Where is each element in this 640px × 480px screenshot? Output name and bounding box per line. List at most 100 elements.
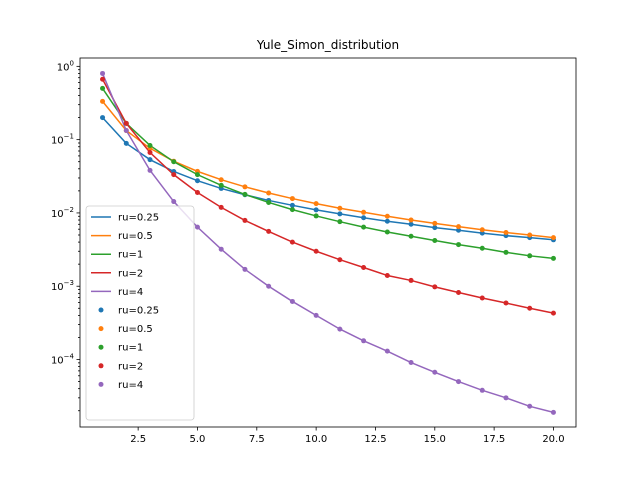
series-line-1: [101, 100, 554, 239]
data-point: [456, 290, 462, 296]
series-line-0: [101, 117, 554, 241]
data-point: [550, 235, 556, 241]
data-point: [289, 239, 295, 245]
x-tick-label: 5.0: [190, 434, 206, 445]
data-point: [361, 338, 367, 344]
data-point: [432, 225, 438, 231]
data-point: [171, 199, 177, 205]
data-point: [100, 85, 106, 91]
data-point: [384, 348, 390, 354]
data-point: [456, 379, 462, 385]
y-tick-label: 100: [57, 59, 74, 73]
legend-marker-swatch: [98, 344, 104, 350]
x-tick-label: 15.0: [424, 434, 446, 445]
data-point: [503, 249, 509, 255]
legend-marker-swatch: [98, 326, 104, 332]
data-point: [194, 172, 200, 178]
data-point: [218, 177, 224, 183]
data-point: [313, 201, 319, 207]
data-point: [242, 184, 248, 190]
data-point: [337, 257, 343, 263]
x-tick-label: 20.0: [542, 434, 564, 445]
data-point: [503, 230, 509, 236]
data-point: [408, 233, 414, 239]
legend-label: ru=0.25: [118, 213, 159, 224]
chart-title: Yule_Simon_distribution: [256, 38, 399, 52]
legend-label: ru=0.5: [118, 324, 153, 335]
data-point: [123, 127, 129, 133]
data-point: [289, 202, 295, 208]
data-point: [218, 204, 224, 210]
data-point: [432, 238, 438, 244]
data-point: [527, 232, 533, 238]
data-point: [337, 211, 343, 217]
legend-marker-swatch: [98, 363, 104, 369]
data-point: [313, 248, 319, 254]
series-line-3: [101, 78, 554, 314]
data-point: [432, 220, 438, 226]
data-point: [289, 196, 295, 202]
data-point: [503, 395, 509, 401]
data-point: [479, 227, 485, 233]
data-point: [432, 284, 438, 290]
data-point: [456, 242, 462, 248]
data-point: [123, 140, 129, 146]
data-point: [337, 219, 343, 225]
x-tick-label: 2.5: [130, 434, 146, 445]
data-point: [550, 310, 556, 316]
legend-box: [85, 205, 195, 421]
data-point: [408, 360, 414, 366]
legend-label: ru=2: [118, 268, 143, 279]
data-point: [100, 98, 106, 104]
legend: ru=0.25 ru=0.5 ru=1 ru=2 ru=4 ru=0.25 ru=0.5 ru…: [85, 205, 195, 421]
data-point: [550, 255, 556, 261]
data-point: [527, 403, 533, 409]
data-point: [527, 253, 533, 259]
data-point: [456, 224, 462, 230]
data-point: [100, 115, 106, 121]
data-point: [408, 277, 414, 283]
data-point: [361, 209, 367, 215]
data-point: [171, 159, 177, 165]
data-point: [456, 227, 462, 233]
data-point: [313, 213, 319, 219]
data-point: [266, 199, 272, 205]
legend-label: ru=1: [118, 250, 143, 261]
data-point: [266, 190, 272, 196]
data-point: [218, 182, 224, 188]
legend-marker-swatch: [98, 307, 104, 313]
y-tick-label: 10−1: [51, 133, 74, 147]
data-point: [408, 221, 414, 227]
data-point: [313, 207, 319, 213]
legend-label: ru=1: [118, 343, 143, 354]
legend-marker-swatch: [98, 381, 104, 387]
data-point: [408, 217, 414, 223]
data-point: [361, 224, 367, 230]
x-tick-label: 17.5: [483, 434, 505, 445]
data-point: [527, 305, 533, 311]
data-point: [100, 70, 106, 76]
data-point: [384, 273, 390, 279]
data-point: [337, 205, 343, 211]
legend-label: ru=4: [118, 287, 143, 298]
axes: 2.5 5.0 7.5 10.0 12.5 15.0 17.5 20.0 10−4 10−3 10−…: [51, 57, 577, 445]
data-point: [242, 217, 248, 223]
data-point: [147, 150, 153, 156]
series-line-2: [101, 87, 554, 260]
x-tick-label: 12.5: [364, 434, 386, 445]
data-point: [289, 298, 295, 304]
data-point: [194, 178, 200, 184]
y-tick-label: 10−2: [51, 206, 74, 220]
data-point: [550, 409, 556, 415]
data-point: [384, 213, 390, 219]
data-point: [432, 369, 438, 375]
data-point: [194, 224, 200, 230]
legend-label: ru=2: [118, 361, 143, 372]
data-point: [361, 215, 367, 221]
plot-content: [100, 70, 556, 415]
data-point: [337, 326, 343, 332]
data-point: [313, 312, 319, 318]
data-point: [171, 172, 177, 178]
data-point: [384, 218, 390, 224]
